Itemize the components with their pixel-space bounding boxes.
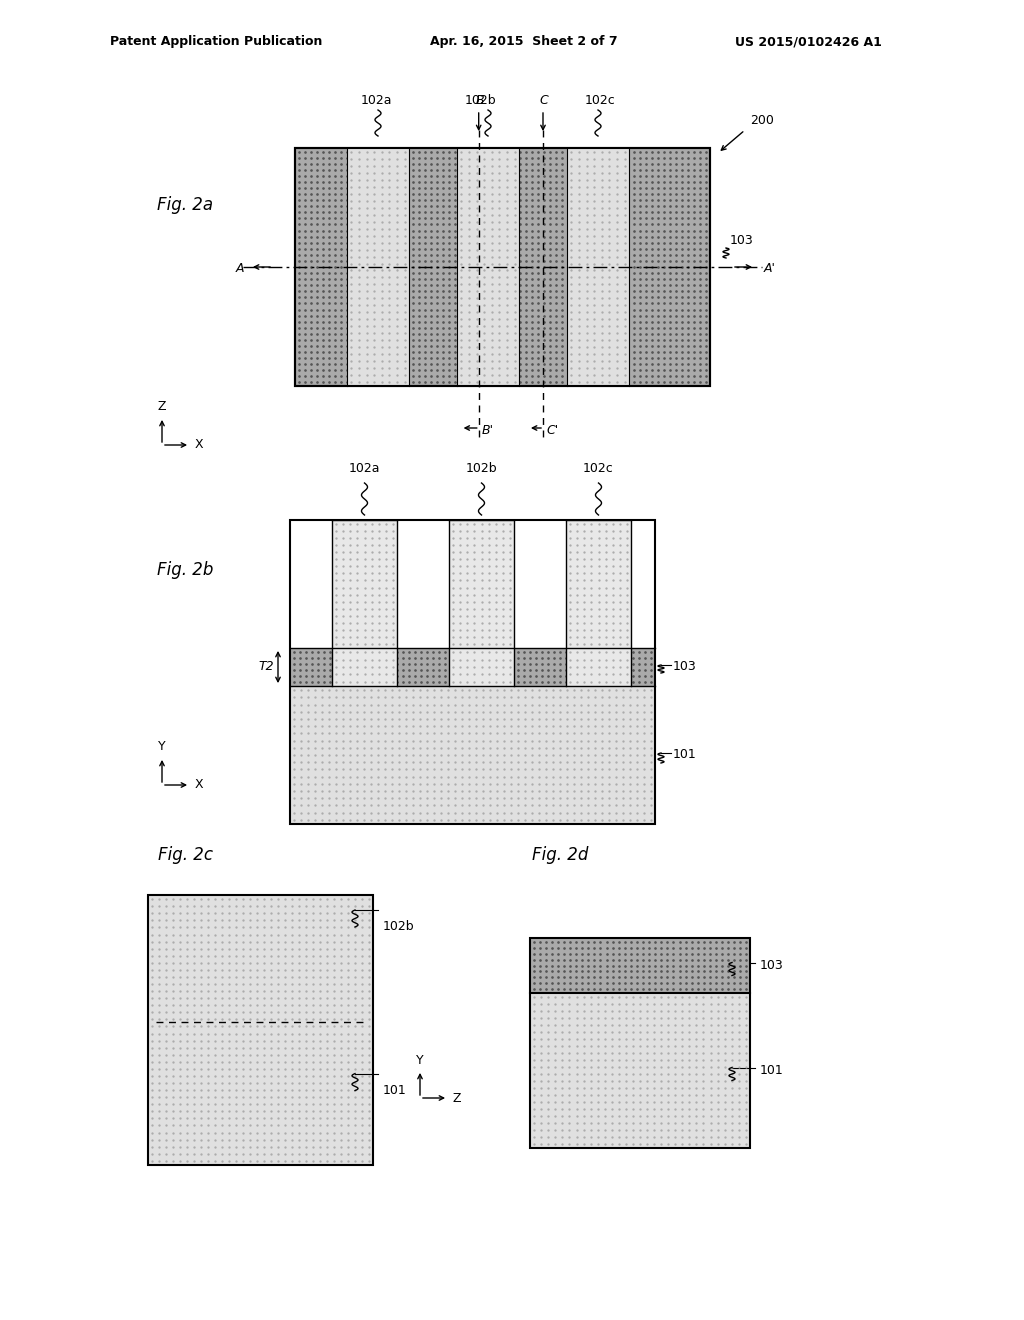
Bar — [332, 648, 397, 686]
Text: Z: Z — [453, 1092, 461, 1105]
Text: 102b: 102b — [383, 920, 415, 933]
Text: 101: 101 — [673, 748, 696, 762]
Bar — [290, 648, 655, 686]
Text: 102c: 102c — [583, 462, 613, 474]
Text: Y: Y — [416, 1053, 424, 1067]
Bar — [566, 520, 631, 648]
Text: Patent Application Publication: Patent Application Publication — [110, 36, 323, 49]
Text: 102a: 102a — [360, 94, 392, 107]
Text: 102a: 102a — [349, 462, 380, 474]
Text: A: A — [236, 261, 245, 275]
Text: 103: 103 — [730, 234, 754, 247]
Text: Fig. 2b: Fig. 2b — [157, 561, 213, 579]
Text: X: X — [195, 438, 204, 451]
Bar — [295, 148, 710, 385]
Text: Y: Y — [158, 741, 166, 754]
Text: B': B' — [481, 424, 494, 437]
Bar — [566, 648, 631, 686]
Bar — [347, 148, 409, 385]
Bar — [449, 520, 514, 648]
Text: B: B — [475, 94, 484, 107]
Text: 102b: 102b — [466, 462, 498, 474]
Bar — [290, 686, 655, 824]
Bar — [567, 148, 629, 385]
Bar — [457, 148, 519, 385]
Text: 102b: 102b — [464, 94, 496, 107]
Text: Fig. 2a: Fig. 2a — [157, 195, 213, 214]
Bar — [148, 895, 373, 1166]
Bar — [530, 939, 750, 1148]
Bar — [332, 520, 397, 648]
Text: 101: 101 — [760, 1064, 783, 1077]
Text: 200: 200 — [750, 114, 774, 127]
Bar — [530, 939, 750, 993]
Text: C: C — [540, 94, 549, 107]
Text: US 2015/0102426 A1: US 2015/0102426 A1 — [735, 36, 882, 49]
Text: 102c: 102c — [585, 94, 615, 107]
Text: Fig. 2d: Fig. 2d — [531, 846, 588, 865]
Text: 101: 101 — [383, 1084, 407, 1097]
Text: X: X — [195, 779, 204, 792]
Text: C': C' — [546, 424, 558, 437]
Text: Apr. 16, 2015  Sheet 2 of 7: Apr. 16, 2015 Sheet 2 of 7 — [430, 36, 617, 49]
Bar — [530, 993, 750, 1148]
Text: Z: Z — [158, 400, 166, 413]
Text: 103: 103 — [760, 960, 783, 972]
Bar — [295, 148, 710, 385]
Text: A': A' — [764, 261, 776, 275]
Bar — [290, 520, 655, 824]
Bar — [449, 648, 514, 686]
Text: T2: T2 — [258, 660, 273, 673]
Text: 103: 103 — [673, 660, 696, 673]
Text: Fig. 2c: Fig. 2c — [158, 846, 213, 865]
